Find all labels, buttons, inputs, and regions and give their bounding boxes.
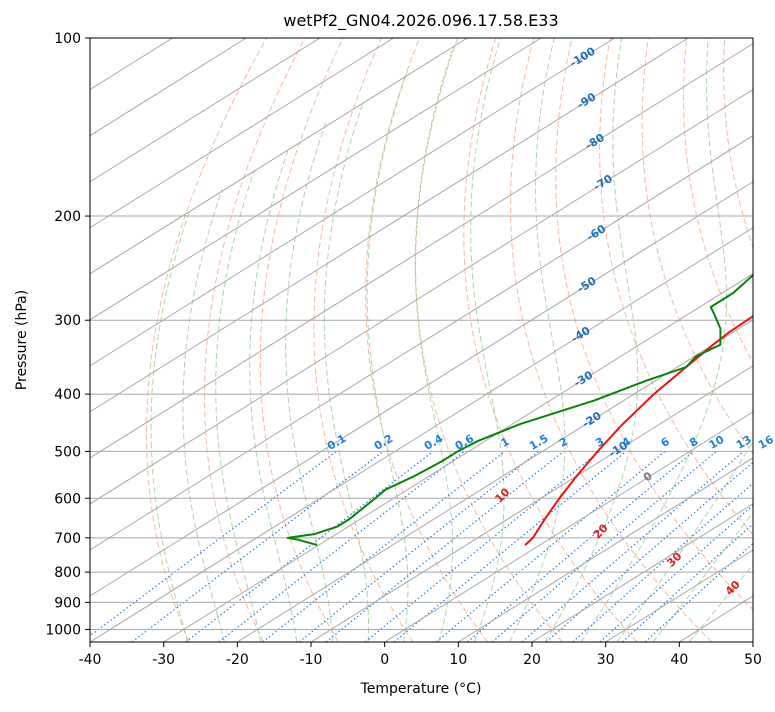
y-tick-label: 800 xyxy=(54,565,81,581)
x-tick-label: 50 xyxy=(744,652,762,668)
y-tick-label: 700 xyxy=(54,531,81,547)
x-tick-label: -40 xyxy=(79,652,102,668)
x-tick-label: 30 xyxy=(597,652,615,668)
x-axis-title: Temperature (°C) xyxy=(360,681,482,697)
plot-background xyxy=(90,38,753,642)
y-tick-label: 500 xyxy=(54,444,81,460)
x-tick-label: 0 xyxy=(380,652,389,668)
x-tick-label: -20 xyxy=(226,652,249,668)
y-tick-label: 1000 xyxy=(45,622,81,638)
y-tick-label: 300 xyxy=(54,313,81,329)
y-tick-label: 900 xyxy=(54,595,81,611)
y-tick-label: 400 xyxy=(54,387,81,403)
y-tick-label: 600 xyxy=(54,491,81,507)
y-axis-title: Pressure (hPa) xyxy=(14,290,30,390)
x-tick-label: -30 xyxy=(152,652,175,668)
x-tick-label: 10 xyxy=(449,652,467,668)
y-tick-label: 200 xyxy=(54,209,81,225)
x-tick-label: 20 xyxy=(523,652,541,668)
y-tick-label: 100 xyxy=(54,31,81,47)
x-tick-label: -10 xyxy=(300,652,323,668)
x-tick-label: 40 xyxy=(670,652,688,668)
chart-title: wetPf2_GN04.2026.096.17.58.E33 xyxy=(283,11,558,31)
